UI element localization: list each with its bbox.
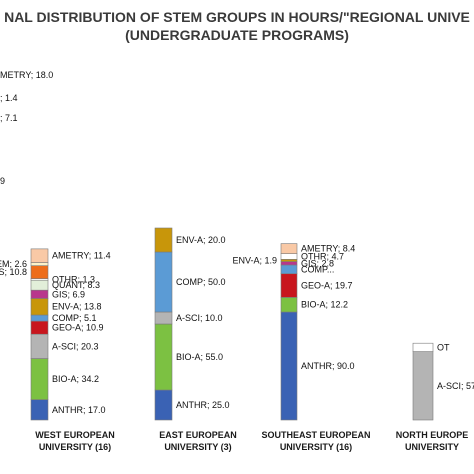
west-bar-bio-a	[30, 358, 49, 400]
southeast-bar-comp	[280, 264, 298, 275]
chart-title-line1: NAL DISTRIBUTION OF STEM GROUPS IN HOURS…	[4, 9, 470, 25]
southeast-label-geo-a: GEO-A; 19.7	[301, 281, 353, 291]
west-label-gis: GIS; 6.9	[52, 289, 85, 299]
east-category-line1: EAST EUROPEAN	[159, 430, 237, 440]
east-bar-a-sci	[154, 311, 173, 325]
east-bar-bio-a	[154, 323, 173, 391]
cut-label-0: METRY; 18.0	[0, 70, 53, 80]
southeast-bar-othr	[280, 253, 298, 260]
north-bar-othr	[412, 342, 434, 352]
southeast-bar-env-a	[280, 259, 298, 262]
southeast-bar-ametry	[280, 243, 298, 254]
southeast-category-line1: SOUTHEAST EUROPEAN	[261, 430, 370, 440]
southeast-label-comp: COMP...	[301, 264, 334, 274]
west-label-geo-a: GEO-A; 10.9	[52, 323, 104, 333]
west-bar-geo-a	[30, 320, 49, 335]
southeast-bar-bio-a	[280, 297, 298, 313]
west-bar-anthr	[30, 399, 49, 421]
southeast-category-line2: UNIVERSITY (16)	[280, 442, 352, 452]
west-label-othr: OTHR; 1.3	[52, 274, 95, 284]
west-label-mtrls: MTRLS; 10.8	[0, 267, 27, 277]
north-label-othr: OT	[437, 342, 450, 352]
west-bar-a-sci	[30, 333, 49, 359]
north-bar-a-sci	[412, 351, 434, 421]
southeast-label-env-a: ENV-A; 1.9	[232, 255, 277, 265]
east-label-comp: COMP; 50.0	[176, 277, 226, 287]
west-label-env-a: ENV-A; 13.8	[52, 302, 102, 312]
east-label-anthr: ANTHR; 25.0	[176, 400, 230, 410]
cut-label-2: ; 7.1	[0, 113, 18, 123]
west-label-quant: QUANT; 8.3	[52, 280, 100, 290]
east-bar-comp	[154, 251, 173, 313]
east-label-env-a: ENV-A; 20.0	[176, 235, 226, 245]
west-bar-mtrls	[30, 265, 49, 279]
east-label-a-sci: A-SCI; 10.0	[176, 313, 223, 323]
southeast-bar-gis	[280, 261, 298, 266]
chart-title-line2: (UNDERGRADUATE PROGRAMS)	[125, 27, 349, 43]
west-label-a-sci: A-SCI; 20.3	[52, 341, 99, 351]
southeast-label-bio-a: BIO-A; 12.2	[301, 300, 348, 310]
west-category-line2: UNIVERSITY (16)	[39, 442, 111, 452]
west-label-ametry: AMETRY; 11.4	[52, 251, 111, 261]
southeast-label-ametry: AMETRY; 8.4	[301, 244, 355, 254]
west-bar-env-a	[30, 298, 49, 316]
east-bar-anthr	[154, 389, 173, 421]
southeast-bar-anthr	[280, 311, 298, 421]
west-bar-rem	[30, 262, 49, 266]
southeast-label-anthr: ANTHR; 90.0	[301, 361, 355, 371]
cut-label-3: 9	[0, 176, 5, 186]
west-label-anthr: ANTHR; 17.0	[52, 405, 106, 415]
west-label-rem: REM; 2.6	[0, 259, 27, 269]
cut-label-1: ; 1.4	[0, 93, 18, 103]
southeast-label-gis: GIS; 2.8	[301, 258, 334, 268]
southeast-label-othr: OTHR; 4.7	[301, 252, 344, 262]
west-bar-comp	[30, 314, 49, 322]
west-label-comp: COMP; 5.1	[52, 313, 97, 323]
west-bar-gis	[30, 289, 49, 299]
west-label-bio-a: BIO-A; 34.2	[52, 374, 99, 384]
east-bar-env-a	[154, 227, 173, 253]
north-label-a-sci: A-SCI; 57	[437, 381, 474, 391]
southeast-bar-geo-a	[280, 273, 298, 298]
plot-area: ANTHR; 17.0 BIO-A; 34.2 A-SCI; 20.3 GEO-A; …	[0, 70, 474, 452]
north-category-line2: UNIVERSITY	[405, 442, 459, 452]
north-category-line1: NORTH EUROPE	[396, 430, 469, 440]
east-category-line2: UNIVERSITY (3)	[164, 442, 231, 452]
west-bar-quant	[30, 279, 49, 291]
east-label-bio-a: BIO-A; 55.0	[176, 352, 223, 362]
west-bar-ametry	[30, 248, 49, 263]
west-category-line1: WEST EUROPEAN	[35, 430, 115, 440]
